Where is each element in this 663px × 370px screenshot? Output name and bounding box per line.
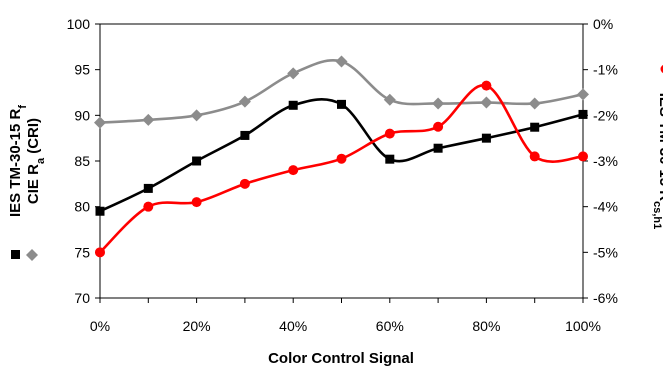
series-line [99, 84, 584, 254]
data-point-diamond [432, 97, 445, 110]
data-point-circle [578, 151, 588, 162]
left-tick-label: 85 [74, 153, 90, 169]
left-axis-title-line2: CIE Ra (CRI) [25, 118, 47, 204]
data-point-diamond [142, 113, 155, 126]
data-point-diamond [94, 116, 106, 129]
left-axis-title-line1: IES TM-30-15 Rf [7, 105, 29, 217]
series-3 [95, 80, 588, 258]
data-point-circle [384, 128, 395, 139]
data-point-square [530, 122, 540, 132]
data-point-circle [336, 153, 347, 164]
data-point-diamond [528, 97, 541, 110]
right-tick-label: -6% [593, 290, 618, 306]
right-tick-label: -2% [593, 107, 618, 123]
data-point-square [240, 130, 250, 140]
data-point-square [433, 143, 443, 153]
legend-marker-diamond [26, 249, 38, 261]
data-point-diamond [577, 88, 589, 101]
x-tick-label: 20% [183, 318, 211, 334]
data-point-square [385, 154, 395, 164]
series-2 [94, 55, 589, 129]
right-tick-label: -1% [593, 62, 618, 78]
data-point-square [95, 206, 105, 216]
data-point-circle [529, 151, 540, 162]
right-axis-title: IES TM-30-15 Rcs,h1 [651, 64, 663, 230]
x-tick-label: 60% [376, 318, 404, 334]
x-tick-label: 40% [279, 318, 307, 334]
data-point-circle [288, 165, 299, 176]
data-point-circle [239, 178, 250, 189]
data-point-diamond [238, 95, 251, 108]
data-point-circle [143, 201, 154, 212]
x-tick-label: 100% [565, 318, 601, 334]
x-axis-title: Color Control Signal [268, 350, 414, 367]
left-tick-label: 90 [74, 107, 90, 123]
right-tick-label: -3% [593, 153, 618, 169]
right-tick-label: -4% [593, 199, 618, 215]
data-point-circle [481, 80, 492, 91]
x-tick-label: 80% [472, 318, 500, 334]
data-point-square [192, 156, 202, 166]
right-tick-label: -5% [593, 244, 618, 260]
left-tick-label: 80 [74, 199, 90, 215]
data-point-circle [433, 121, 444, 132]
right-axis-title-text: IES TM-30-15 Rcs,h1 [651, 93, 663, 230]
series-1 [95, 98, 588, 216]
x-tick-label: 0% [90, 318, 110, 334]
data-point-square [143, 183, 153, 193]
data-point-diamond [480, 96, 493, 109]
left-tick-label: 100 [67, 16, 91, 32]
data-point-square [481, 133, 491, 143]
series-line [99, 59, 584, 124]
left-tick-label: 70 [74, 290, 90, 306]
labels: 70 75 80 85 90 95 100 -6% -5% -4% -3% -2% -1% 0% 0% 20%… [7, 16, 663, 334]
data-point-diamond [287, 67, 300, 80]
legend-marker-square [11, 250, 20, 259]
right-tick-label: 0% [593, 16, 613, 32]
data-point-circle [191, 197, 202, 208]
data-point-diamond [335, 55, 348, 68]
series-layer [94, 55, 589, 258]
data-point-square [288, 100, 298, 110]
data-point-diamond [190, 109, 203, 122]
left-tick-label: 75 [74, 244, 90, 260]
data-point-square [337, 99, 346, 109]
left-tick-label: 95 [74, 62, 90, 78]
data-point-diamond [383, 93, 396, 106]
data-point-square [578, 109, 588, 119]
data-point-circle [95, 247, 105, 258]
